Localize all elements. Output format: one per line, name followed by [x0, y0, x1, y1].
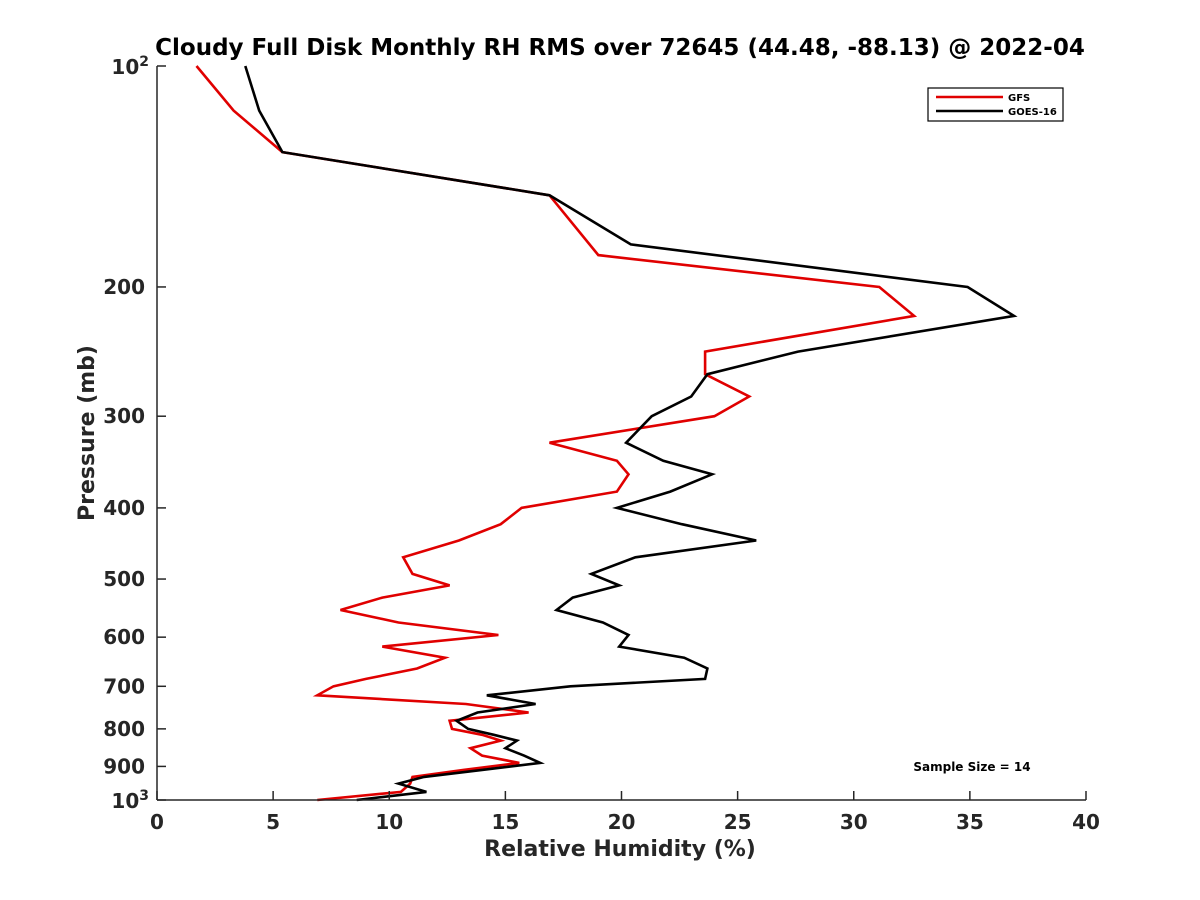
y-axis-title: Pressure (mb) [75, 345, 100, 521]
legend-box [927, 87, 1064, 122]
x-tick-label: 40 [1072, 810, 1100, 834]
legend-label-gfs: GFS [1008, 93, 1030, 104]
y-tick-label: 500 [103, 567, 145, 591]
chart-title: Cloudy Full Disk Monthly RH RMS over 726… [155, 35, 1085, 61]
sample-size-annotation: Sample Size = 14 [913, 760, 1030, 774]
series-line-gfs [195, 65, 918, 802]
x-axis-title: Relative Humidity (%) [484, 837, 756, 862]
x-tick-label: 5 [266, 810, 280, 834]
legend-label-goes16: GOES-16 [1008, 107, 1057, 118]
x-tick-label: 35 [956, 810, 984, 834]
y-tick-label: 600 [103, 625, 145, 649]
x-tick-label: 25 [724, 810, 752, 834]
y-tick-label: 102 [111, 54, 149, 79]
y-tick-label: 900 [103, 754, 145, 778]
x-tick-label: 30 [840, 810, 868, 834]
x-tick-label: 10 [375, 810, 403, 834]
y-tick-label: 800 [103, 717, 145, 741]
plot-area [195, 65, 1018, 802]
y-tick-label: 300 [103, 404, 145, 428]
y-tick-label: 103 [111, 788, 149, 813]
x-axis: 0 5 10 15 20 25 30 35 40 [150, 791, 1100, 834]
x-tick-label: 15 [491, 810, 519, 834]
y-tick-label: 200 [103, 275, 145, 299]
legend[interactable]: GFS GOES-16 [927, 87, 1064, 122]
series-line-goes16 [244, 65, 1018, 802]
y-axis: 200 300 400 500 600 700 800 900 102 103 [103, 54, 166, 813]
x-tick-label: 20 [608, 810, 636, 834]
x-tick-label: 0 [150, 810, 164, 834]
y-tick-label: 400 [103, 496, 145, 520]
y-tick-label: 700 [103, 674, 145, 698]
